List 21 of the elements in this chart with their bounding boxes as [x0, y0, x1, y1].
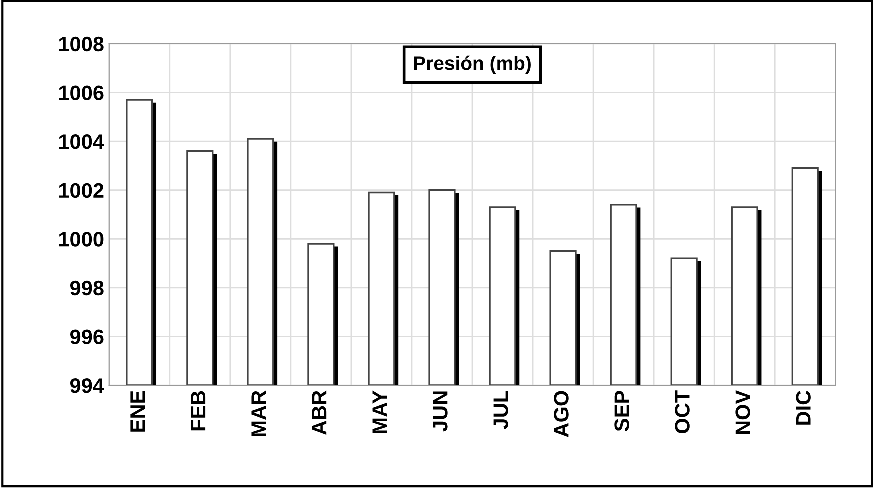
y-tick-label: 996 [70, 330, 104, 344]
y-tick-label: 994 [70, 378, 104, 394]
y-tick-label: 1002 [59, 183, 104, 198]
y-tick-label: 1006 [59, 86, 104, 100]
y-tick-label: 998 [70, 280, 104, 296]
x-tick-label: OCT [675, 390, 690, 434]
x-tick-label: FEB [191, 391, 206, 431]
y-tick-label: 1004 [59, 134, 104, 150]
x-tick-label: AGO [554, 391, 569, 438]
y-tick-label: 1000 [59, 232, 104, 247]
x-tick-label: ENE [130, 391, 146, 432]
x-tick-label: ABR [312, 390, 327, 435]
x-tick-label: JUN [433, 392, 448, 432]
x-tick-label: NOV [736, 390, 750, 434]
x-tick-label: JUL [494, 391, 508, 430]
x-tick-label: SEP [614, 391, 630, 432]
x-tick-label: DIC [796, 390, 811, 425]
x-tick-label: MAR [252, 390, 266, 436]
text: Presión (mb) [414, 56, 531, 74]
y-tick-label: 1008 [59, 36, 104, 52]
x-tick-label: MAY [372, 390, 388, 434]
